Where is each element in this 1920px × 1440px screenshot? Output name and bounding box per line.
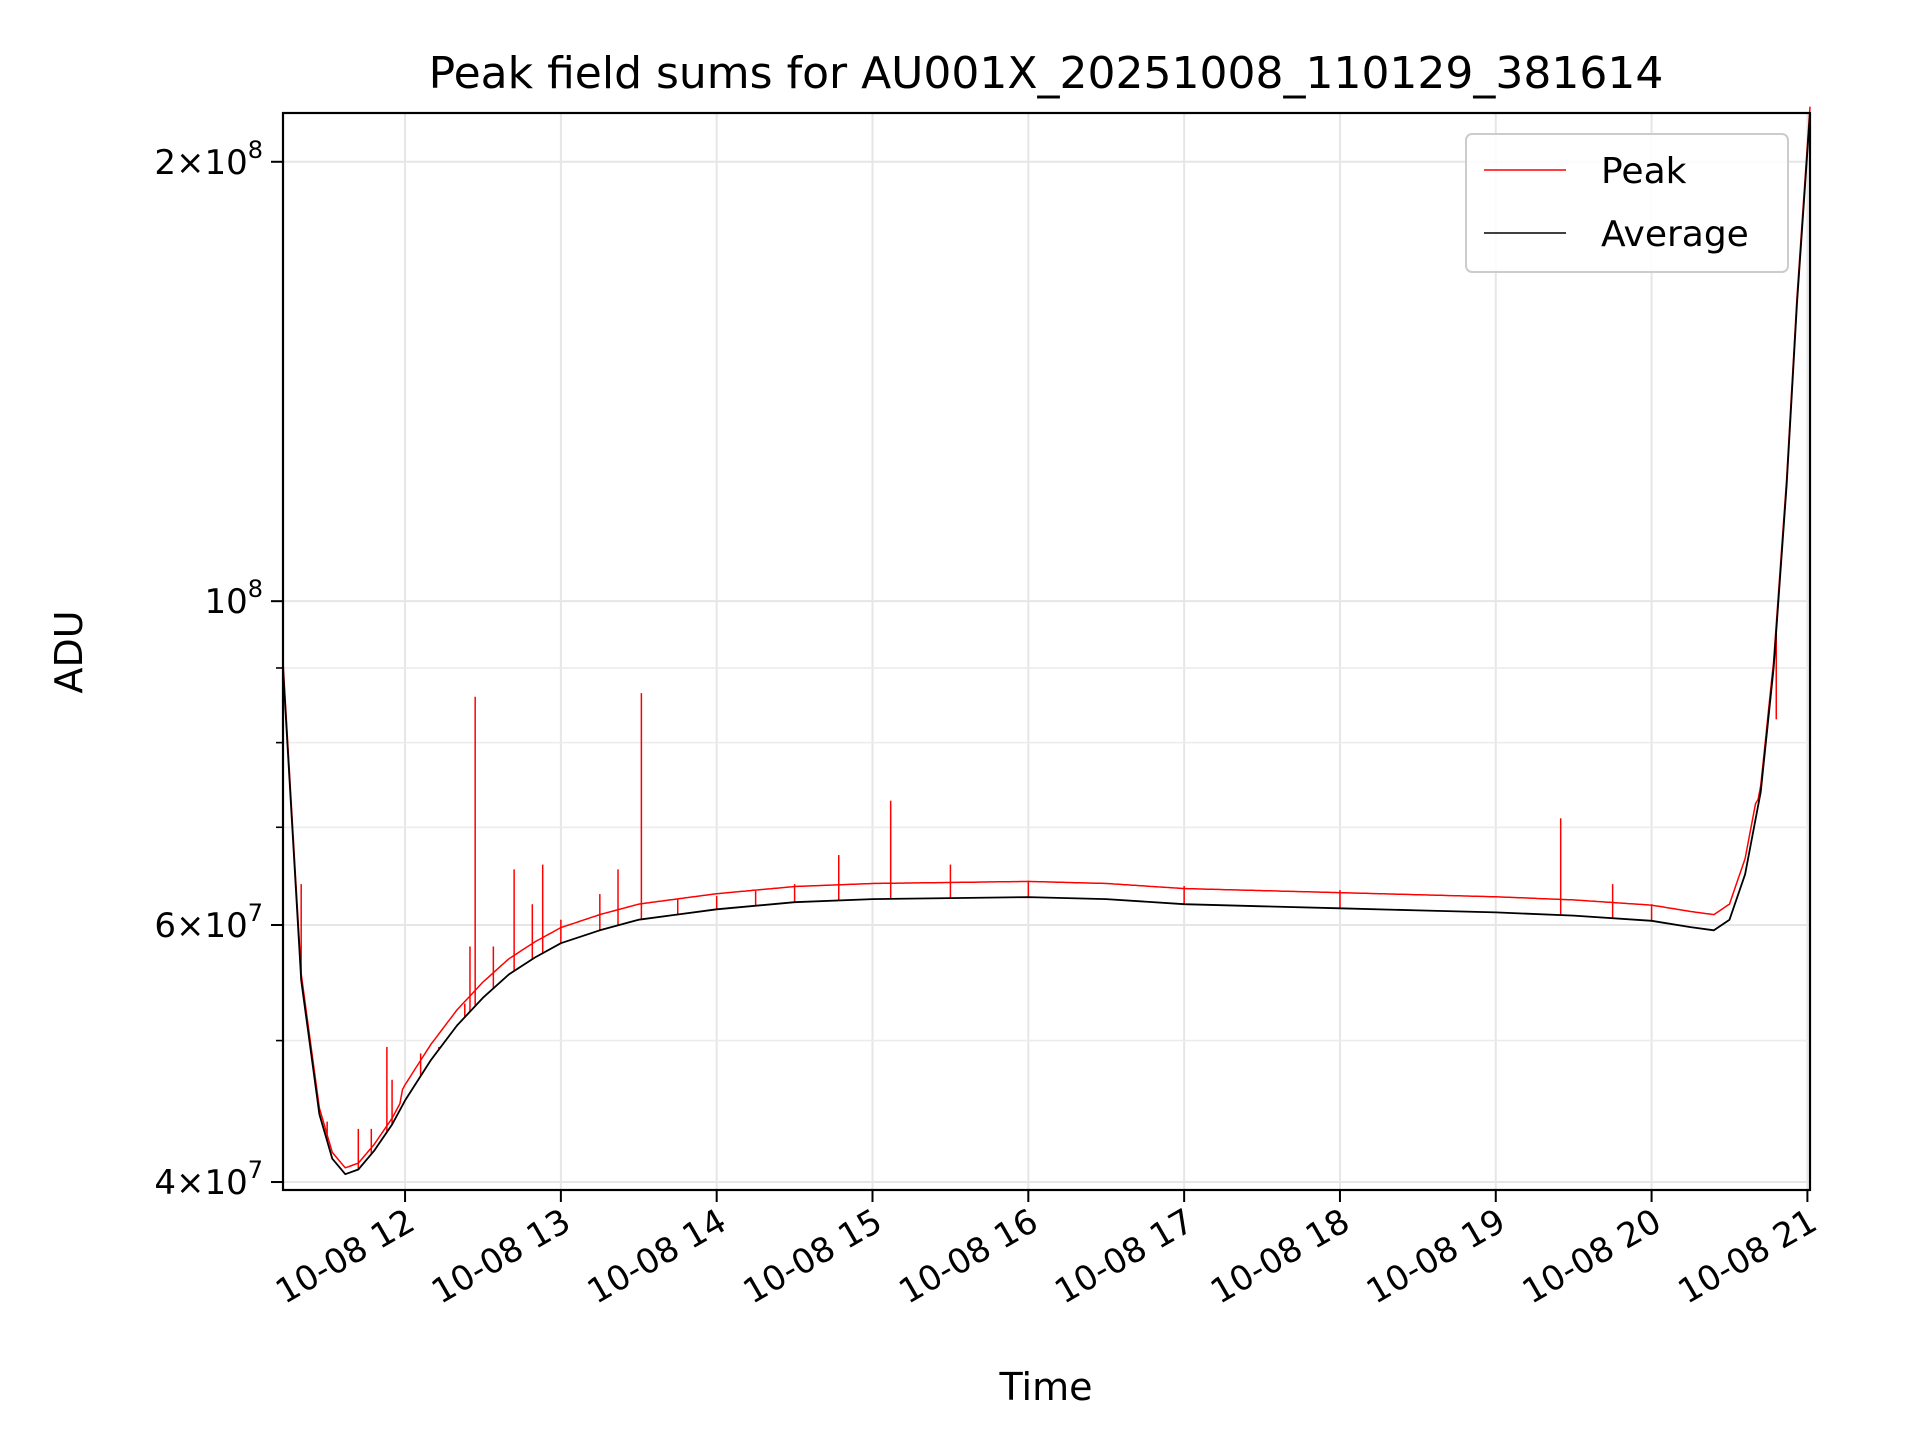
grid bbox=[283, 113, 1810, 1190]
legend-box bbox=[1465, 133, 1789, 273]
y-axis-label: ADU bbox=[47, 610, 91, 693]
series-peak-line bbox=[282, 106, 1811, 1169]
legend-label-average: Average bbox=[1601, 214, 1749, 255]
y-axis: 4×107 6×107 108 2×108 bbox=[154, 136, 283, 1203]
legend: Peak Average bbox=[1465, 133, 1789, 273]
y-tick-label: 108 bbox=[204, 575, 263, 622]
x-axis-label: Time bbox=[999, 1365, 1093, 1409]
y-tick-label: 6×107 bbox=[154, 899, 263, 946]
series-average-line bbox=[282, 112, 1811, 1176]
series-layer bbox=[282, 106, 1811, 1176]
chart-title: Peak field sums for AU001X_20251008_1101… bbox=[429, 48, 1664, 99]
plot-frame bbox=[281, 111, 1812, 1192]
y-tick-label: 2×108 bbox=[154, 136, 263, 183]
legend-label-peak: Peak bbox=[1601, 151, 1687, 192]
y-tick-label: 4×107 bbox=[154, 1156, 263, 1203]
